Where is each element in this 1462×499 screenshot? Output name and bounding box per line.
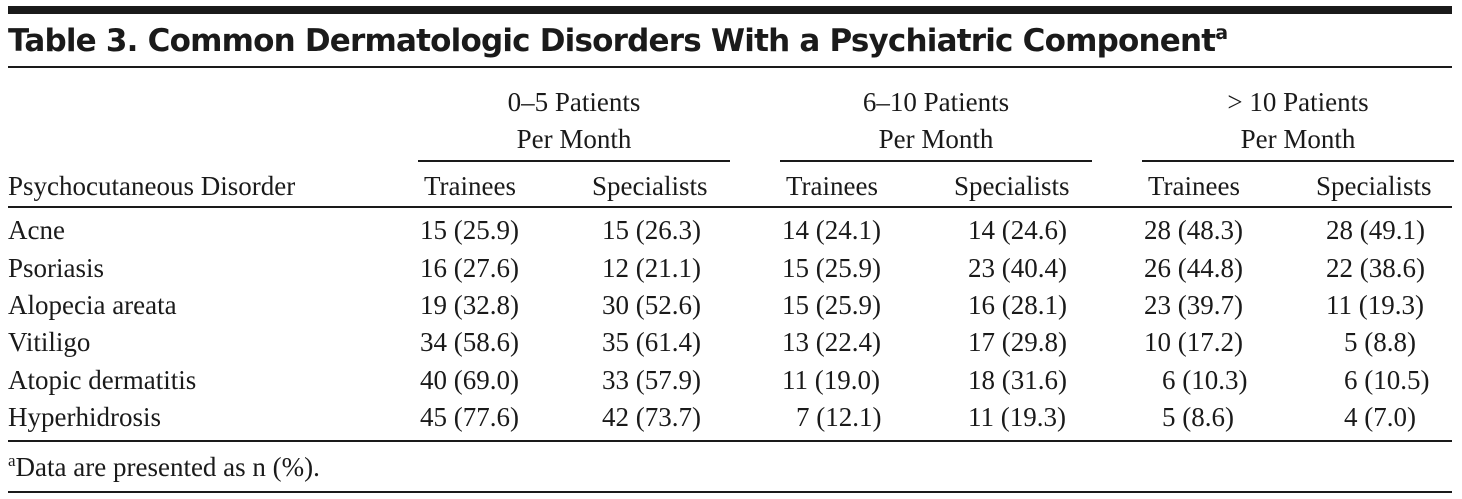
table-cell: 6 (10.3) <box>1162 365 1248 395</box>
subheader-specialists: Specialists <box>1316 171 1432 201</box>
table-cell: 4 (7.0) <box>1344 402 1416 432</box>
table-cell: 26 (44.8) <box>1144 253 1243 283</box>
title-footnote-mark: a <box>1215 22 1228 44</box>
group-rule-over-10 <box>1142 160 1454 162</box>
table-cell: 19 (32.8) <box>420 290 519 320</box>
subheader-specialists: Specialists <box>954 171 1070 201</box>
table-top-rule <box>8 6 1452 14</box>
table-cell: 14 (24.6) <box>968 215 1067 245</box>
group-header-0-5: 0–5 Patients Per Month <box>418 84 730 158</box>
row-label: Hyperhidrosis <box>8 402 161 432</box>
table-cell: 17 (29.8) <box>968 327 1067 357</box>
table-cell: 6 (10.5) <box>1344 365 1430 395</box>
table-cell: 40 (69.0) <box>420 365 519 395</box>
table-cell: 33 (57.9) <box>602 365 701 395</box>
group-rule-6-10 <box>780 160 1092 162</box>
row-label: Vitiligo <box>8 327 91 357</box>
table-cell: 14 (24.1) <box>782 215 881 245</box>
table-cell: 18 (31.6) <box>968 365 1067 395</box>
footnote-text: Data are presented as n (%). <box>15 452 320 482</box>
row-label: Psoriasis <box>8 253 105 283</box>
table-cell: 11 (19.3) <box>1326 290 1424 320</box>
table-cell: 30 (52.6) <box>602 290 701 320</box>
table-cell: 45 (77.6) <box>420 402 519 432</box>
row-label: Atopic dermatitis <box>8 365 197 395</box>
table-cell: 22 (38.6) <box>1326 253 1425 283</box>
row-label: Acne <box>8 215 65 245</box>
table-cell: 15 (25.9) <box>420 215 519 245</box>
table-cell: 13 (22.4) <box>782 327 881 357</box>
group-header-line1: > 10 Patients <box>1227 87 1369 117</box>
table-cell: 28 (48.3) <box>1144 215 1243 245</box>
table-cell: 12 (21.1) <box>602 253 701 283</box>
table-footnote: aData are presented as n (%). <box>8 449 320 485</box>
table-cell: 16 (27.6) <box>420 253 519 283</box>
group-header-line2: Per Month <box>516 124 632 154</box>
table-cell: 42 (73.7) <box>602 402 701 432</box>
table-cell: 5 (8.6) <box>1162 402 1234 432</box>
body-bottom-rule <box>8 440 1452 442</box>
group-rule-0-5 <box>418 160 730 162</box>
table-cell: 34 (58.6) <box>420 327 519 357</box>
row-header-label: Psychocutaneous Disorder <box>8 171 296 201</box>
table-cell: 15 (25.9) <box>782 290 881 320</box>
table-cell: 7 (12.1) <box>796 402 882 432</box>
group-header-line2: Per Month <box>1240 124 1356 154</box>
group-header-line1: 0–5 Patients <box>507 87 641 117</box>
table-cell: 15 (26.3) <box>602 215 701 245</box>
header-rule <box>8 206 1452 208</box>
table-bottom-rule <box>8 491 1452 493</box>
footnote-mark: a <box>8 451 16 470</box>
table-cell: 11 (19.3) <box>968 402 1066 432</box>
subheader-trainees: Trainees <box>1148 171 1240 201</box>
group-header-line1: 6–10 Patients <box>862 87 1010 117</box>
group-header-over-10: > 10 Patients Per Month <box>1142 84 1454 158</box>
table-cell: 23 (39.7) <box>1144 290 1243 320</box>
table-cell: 16 (28.1) <box>968 290 1067 320</box>
row-label: Alopecia areata <box>8 290 177 320</box>
title-rule <box>8 66 1452 68</box>
table-cell: 15 (25.9) <box>782 253 881 283</box>
subheader-trainees: Trainees <box>786 171 878 201</box>
table-cell: 35 (61.4) <box>602 327 701 357</box>
table-cell: 5 (8.8) <box>1344 327 1416 357</box>
group-header-6-10: 6–10 Patients Per Month <box>780 84 1092 158</box>
group-header-line2: Per Month <box>878 124 994 154</box>
subheader-trainees: Trainees <box>424 171 516 201</box>
table-cell: 23 (40.4) <box>968 253 1067 283</box>
table-title: Table 3. Common Dermatologic Disorders W… <box>8 22 1228 59</box>
table-cell: 28 (49.1) <box>1326 215 1425 245</box>
table-cell: 10 (17.2) <box>1144 327 1243 357</box>
table-cell: 11 (19.0) <box>782 365 880 395</box>
subheader-specialists: Specialists <box>592 171 708 201</box>
